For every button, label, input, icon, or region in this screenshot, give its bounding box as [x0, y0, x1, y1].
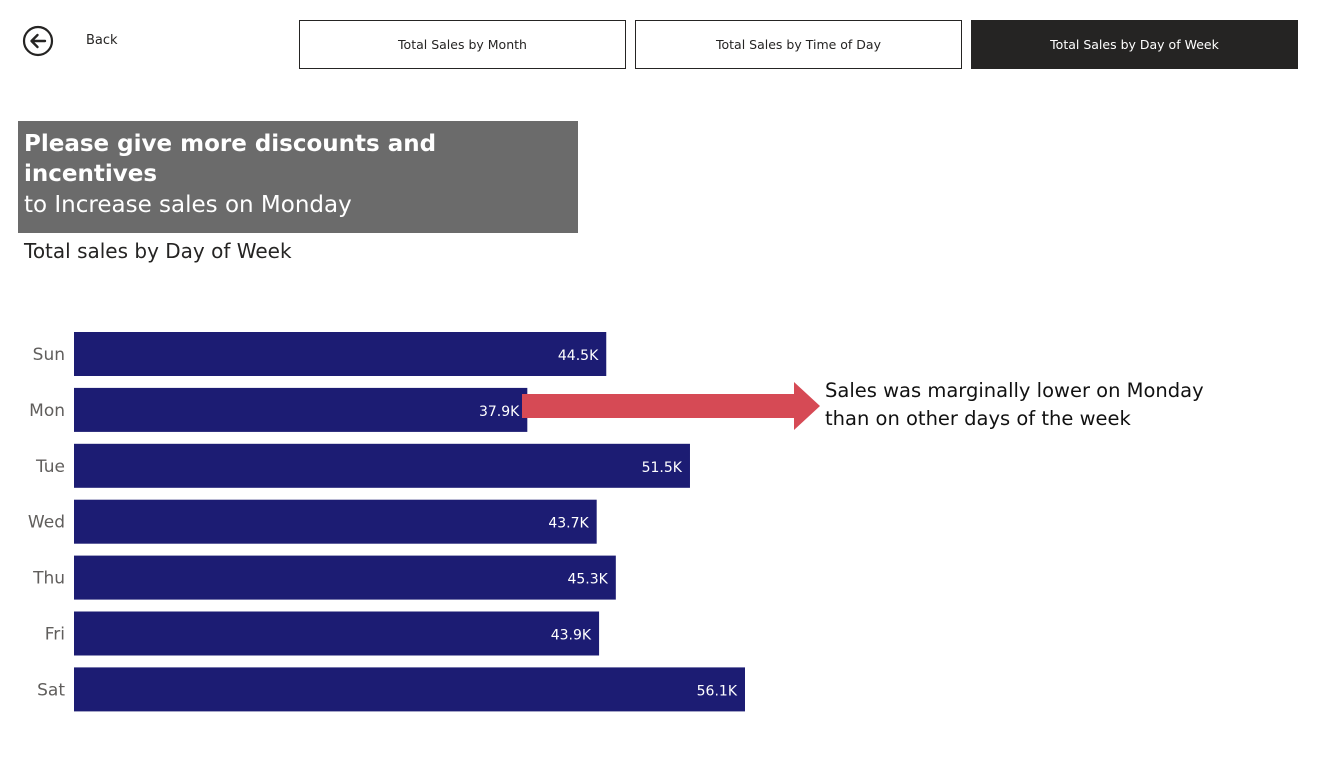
back-label[interactable]: Back — [86, 33, 118, 48]
data-label: 51.5K — [642, 460, 683, 476]
category-label: Thu — [32, 569, 65, 589]
bar-fri[interactable] — [74, 611, 600, 656]
chart-title: Total sales by Day of Week — [24, 239, 292, 263]
category-label: Sun — [33, 345, 65, 365]
bar-sun[interactable] — [74, 332, 607, 376]
category-label: Tue — [35, 457, 65, 477]
sales-by-day-bar-chart: Sun 44.5K Mon 37.9K Tue 51.5K Wed 43.7K Thu 45.3K… — [28, 332, 745, 712]
callout-arrow-icon — [522, 382, 820, 430]
bar-wed[interactable] — [74, 499, 597, 544]
tab-total-sales-by-month[interactable]: Total Sales by Month — [299, 20, 626, 69]
category-label: Sat — [37, 680, 65, 700]
back-arrow-icon[interactable] — [22, 25, 54, 57]
tab-total-sales-by-day-of-week[interactable]: Total Sales by Day of Week — [971, 20, 1298, 69]
data-label: 43.9K — [551, 628, 592, 644]
tab-total-sales-by-time-of-day[interactable]: Total Sales by Time of Day — [635, 20, 962, 69]
banner-headline: Please give more discounts and incentive… — [24, 131, 437, 187]
bar-mon[interactable] — [74, 387, 528, 432]
data-label: 44.5K — [558, 348, 599, 364]
bar-thu[interactable] — [74, 555, 616, 600]
data-label: 56.1K — [697, 683, 738, 699]
annotation-line-1: Sales was marginally lower on Monday — [825, 379, 1204, 402]
category-label: Fri — [45, 625, 65, 645]
recommendation-banner: Please give more discounts and incentive… — [18, 121, 578, 233]
callout-annotation: Sales was marginally lower on Monday tha… — [825, 377, 1204, 433]
data-label: 45.3K — [567, 572, 608, 588]
data-label: 43.7K — [548, 516, 589, 532]
category-label: Wed — [28, 513, 65, 533]
data-label: 37.9K — [479, 404, 520, 420]
banner-subline: to Increase sales on Monday — [24, 192, 352, 218]
category-label: Mon — [29, 401, 65, 421]
bar-sat[interactable] — [74, 667, 745, 712]
bar-tue[interactable] — [74, 443, 690, 488]
annotation-line-2: than on other days of the week — [825, 407, 1131, 430]
